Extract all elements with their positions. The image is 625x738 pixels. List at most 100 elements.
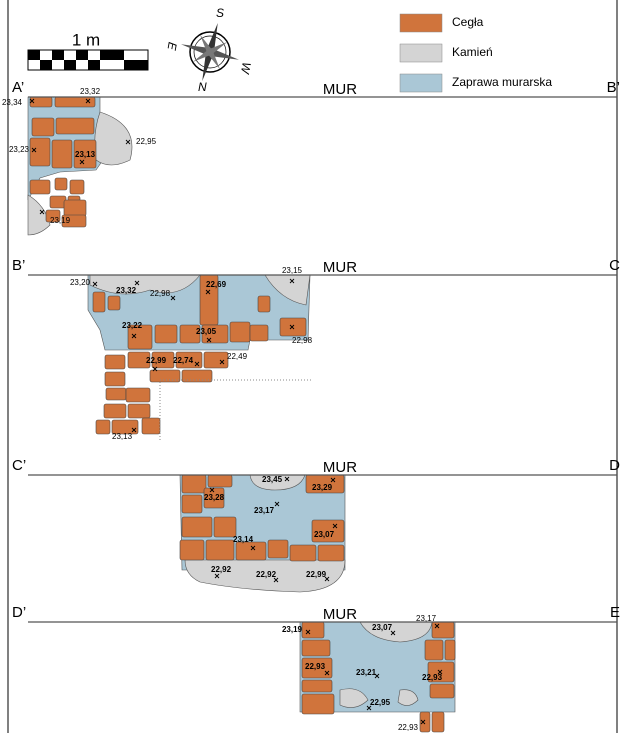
brick — [181, 474, 207, 494]
elevation: 23,14 — [233, 535, 254, 544]
survey-point — [134, 280, 140, 286]
brick — [127, 403, 151, 419]
scale-label: 1 m — [72, 30, 100, 49]
brick — [175, 351, 203, 369]
elevation: 23,28 — [204, 493, 225, 502]
survey-point — [206, 337, 212, 343]
section: A’ MUR B’ 23,34 23,32 23,23 22,95 23,13 23,19 — [2, 79, 620, 236]
brick — [141, 417, 161, 435]
survey-point — [366, 705, 372, 711]
elevation: 22,69 — [206, 280, 227, 289]
brick — [301, 657, 333, 679]
compass-s: S — [216, 6, 224, 20]
elevation: 23,29 — [312, 483, 333, 492]
elevation: 23,20 — [70, 278, 91, 287]
elevation: 23,19 — [282, 625, 303, 634]
survey-point — [434, 623, 440, 629]
survey-point — [209, 487, 215, 493]
brick — [207, 474, 233, 488]
survey-point — [219, 359, 225, 365]
elevation: 23,22 — [122, 321, 143, 330]
brick — [151, 351, 175, 369]
elevation: 22,49 — [227, 352, 248, 361]
survey-point — [92, 281, 98, 287]
brick — [29, 179, 51, 195]
survey-point — [289, 278, 295, 284]
section-right: D — [609, 457, 620, 474]
survey-point — [274, 501, 280, 507]
section-right: C — [609, 257, 620, 274]
section-left: D’ — [12, 604, 26, 621]
elevation: 23,05 — [196, 327, 217, 336]
brick — [49, 195, 67, 209]
elevation: 22,93 — [422, 673, 443, 682]
elevation: 22,74 — [173, 356, 194, 365]
section-left: C’ — [12, 457, 26, 474]
survey-point — [420, 719, 426, 725]
brick — [429, 683, 455, 699]
brick — [267, 539, 289, 559]
survey-point — [131, 333, 137, 339]
brick — [105, 387, 127, 401]
brick — [431, 711, 445, 733]
elevation: 22,98 — [292, 336, 313, 345]
elevation: 23,17 — [416, 614, 437, 623]
stone — [264, 274, 311, 306]
brick — [235, 541, 267, 561]
section-right: B’ — [607, 79, 620, 96]
brick — [29, 137, 51, 167]
section-left: B’ — [12, 257, 25, 274]
survey-point — [284, 476, 290, 482]
brick — [289, 544, 317, 562]
stone — [339, 688, 369, 708]
brick — [181, 369, 213, 383]
elevation: 23,07 — [372, 623, 393, 632]
compass-e: E — [164, 41, 179, 52]
survey-point — [289, 324, 295, 330]
brick — [92, 291, 106, 313]
survey-point — [205, 289, 211, 295]
elevation: 23,13 — [112, 432, 133, 441]
elevation: 23,15 — [282, 266, 303, 275]
compass: S W N E — [164, 6, 253, 94]
brick — [205, 539, 235, 561]
elevation: 23,32 — [80, 87, 101, 96]
survey-point — [152, 366, 158, 372]
brick — [149, 369, 181, 383]
elevation: 22,92 — [256, 570, 277, 579]
compass-w: W — [238, 61, 254, 76]
survey-point — [214, 573, 220, 579]
stone — [184, 559, 346, 593]
survey-point — [29, 98, 35, 104]
brick — [69, 179, 85, 195]
brick — [107, 295, 121, 311]
elevation: 23,45 — [262, 475, 283, 484]
brick — [279, 317, 307, 337]
brick — [45, 209, 61, 223]
survey-point — [324, 670, 330, 676]
wall-label: MUR — [323, 81, 357, 98]
brick — [249, 324, 269, 342]
stone — [397, 689, 419, 706]
brick — [201, 324, 229, 344]
brick — [103, 403, 127, 419]
survey-point — [324, 576, 330, 582]
brick — [63, 199, 87, 217]
brick — [125, 387, 151, 403]
brick — [301, 639, 331, 657]
survey-point — [437, 669, 443, 675]
elevation: 22,99 — [306, 570, 327, 579]
legend-label: Zaprawa murarska — [452, 75, 552, 89]
survey-point — [79, 159, 85, 165]
elevation: 23,34 — [2, 98, 23, 107]
survey-point — [31, 147, 37, 153]
survey-point — [332, 523, 338, 529]
elevation: 22,99 — [146, 356, 167, 365]
survey-point — [125, 139, 131, 145]
legend-swatch — [399, 13, 443, 33]
stone — [249, 474, 306, 491]
section: B’ MUR C 23,20 23,32 22,98 22,69 23,15 23,22 23,0… — [12, 257, 620, 441]
brick — [301, 679, 333, 693]
brick — [317, 544, 345, 562]
elevation: 22,93 — [398, 723, 419, 732]
